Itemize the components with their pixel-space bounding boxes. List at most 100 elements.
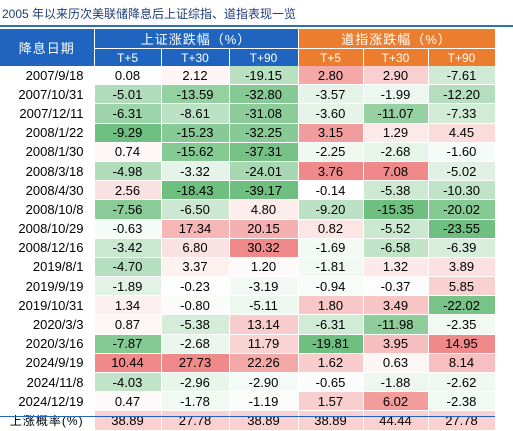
cell-dow-t90: 4.45 xyxy=(428,123,496,143)
row-date: 2024/9/19 xyxy=(0,353,95,374)
cell-sse-t5: -5.01 xyxy=(94,84,162,105)
table-row: 2024/12/19 0.47 -1.78 -1.19 1.57 6.02 -2.38 xyxy=(0,391,496,412)
cell-dow-t90: 3.89 xyxy=(428,257,496,278)
cell-dow-t5: 1.57 xyxy=(298,391,364,412)
cell-sse-t30: -0.80 xyxy=(161,295,230,316)
header-sse-t5: T+5 xyxy=(94,48,162,66)
cell-dow-t90: -12.20 xyxy=(428,84,496,105)
table-row: 2008/12/16 -3.42 6.80 30.32 -1.69 -6.58 -6.39 xyxy=(0,238,496,258)
table-row: 2007/9/18 0.08 2.12 -19.15 2.80 2.90 -7.61 xyxy=(0,66,496,86)
row-date: 2008/1/30 xyxy=(0,142,95,162)
table-row: 2008/1/22 -9.29 -15.23 -32.25 3.15 1.29 4.45 xyxy=(0,123,496,143)
cell-dow-t90: 5.85 xyxy=(428,276,496,297)
cell-sse-t5: -1.89 xyxy=(94,276,162,297)
cell-sse-t90: -1.19 xyxy=(229,391,299,412)
header-dow-t5: T+5 xyxy=(298,48,364,66)
cell-sse-t5: 2.56 xyxy=(94,180,162,201)
probability-dow-t30: 44.44 xyxy=(363,410,429,431)
header-dow-group: 道指涨跌幅（%） xyxy=(298,29,496,49)
cell-sse-t5: -3.42 xyxy=(94,238,162,258)
cell-dow-t90: -22.02 xyxy=(428,295,496,316)
cell-dow-t5: 1.80 xyxy=(298,295,364,316)
cell-sse-t30: 27.73 xyxy=(161,353,230,374)
cell-sse-t30: -15.23 xyxy=(161,123,230,143)
cell-sse-t90: 20.15 xyxy=(229,219,299,239)
cell-sse-t5: -0.63 xyxy=(94,219,162,239)
cell-dow-t5: -0.94 xyxy=(298,276,364,297)
cell-sse-t90: 4.80 xyxy=(229,199,299,220)
row-date: 2007/9/18 xyxy=(0,66,95,86)
cell-sse-t5: 0.74 xyxy=(94,142,162,162)
cell-dow-t5: -1.69 xyxy=(298,238,364,258)
row-date: 2007/12/11 xyxy=(0,103,95,124)
cell-sse-t90: -3.19 xyxy=(229,276,299,297)
table-title: 2005 年以来历次美联储降息后上证综指、道指表现一览 xyxy=(2,7,297,21)
probability-sse-t90: 38.89 xyxy=(229,410,299,431)
probability-dow-t5: 38.89 xyxy=(298,410,364,431)
cell-sse-t5: 0.87 xyxy=(94,314,162,335)
cell-dow-t90: -6.39 xyxy=(428,238,496,258)
cell-sse-t90: -31.08 xyxy=(229,103,299,124)
cell-sse-t30: -2.68 xyxy=(161,334,230,354)
probability-row: 上涨概率(%) 38.89 27.78 38.89 38.89 44.44 27.78 xyxy=(0,410,496,431)
cell-dow-t5: -2.25 xyxy=(298,142,364,162)
cell-dow-t30: -11.98 xyxy=(363,314,429,335)
cell-sse-t90: 11.79 xyxy=(229,334,299,354)
table-row: 2007/12/11 -6.31 -8.61 -31.08 -3.60 -11.07 -7.… xyxy=(0,103,496,124)
rate-cut-table: 降息日期 上证涨跌幅（%） 道指涨跌幅（%） T+5 T+30 T+90 T+5… xyxy=(0,29,496,431)
cell-dow-t30: -15.35 xyxy=(363,199,429,220)
cell-sse-t30: -0.23 xyxy=(161,276,230,297)
cell-sse-t30: -8.61 xyxy=(161,103,230,124)
cell-dow-t90: -2.38 xyxy=(428,391,496,412)
cell-sse-t5: 0.47 xyxy=(94,391,162,412)
cell-sse-t5: -4.98 xyxy=(94,161,162,182)
cell-dow-t30: 3.49 xyxy=(363,295,429,316)
cell-sse-t90: -19.15 xyxy=(229,66,299,86)
cell-dow-t5: 3.76 xyxy=(298,161,364,182)
table-row: 2019/8/1 -4.70 3.37 1.20 -1.81 1.32 3.89 xyxy=(0,257,496,278)
row-date: 2019/9/19 xyxy=(0,276,95,297)
cell-dow-t30: 1.32 xyxy=(363,257,429,278)
cell-sse-t5: -9.29 xyxy=(94,123,162,143)
cell-dow-t90: -23.55 xyxy=(428,219,496,239)
cell-sse-t90: -32.80 xyxy=(229,84,299,105)
header-sse-t30: T+30 xyxy=(161,48,230,66)
cell-dow-t5: -0.65 xyxy=(298,372,364,393)
cell-dow-t5: -3.57 xyxy=(298,84,364,105)
table-row: 2007/10/31 -5.01 -13.59 -32.80 -3.57 -1.99 -12… xyxy=(0,84,496,105)
cell-dow-t5: -0.14 xyxy=(298,180,364,201)
row-date: 2008/4/30 xyxy=(0,180,95,201)
cell-sse-t5: -4.70 xyxy=(94,257,162,278)
table-row: 2008/1/30 0.74 -15.62 -37.31 -2.25 -2.68 -1.60 xyxy=(0,142,496,162)
cell-dow-t30: -0.37 xyxy=(363,276,429,297)
cell-dow-t30: 1.29 xyxy=(363,123,429,143)
probability-dow-t90: 27.78 xyxy=(428,410,496,431)
cell-dow-t5: -3.60 xyxy=(298,103,364,124)
header-sse-t90: T+90 xyxy=(229,48,299,66)
cell-dow-t5: -1.81 xyxy=(298,257,364,278)
cell-sse-t90: 22.26 xyxy=(229,353,299,374)
cell-sse-t90: 30.32 xyxy=(229,238,299,258)
row-date: 2008/3/18 xyxy=(0,161,95,182)
row-date: 2008/10/29 xyxy=(0,219,95,239)
cell-dow-t90: 8.14 xyxy=(428,353,496,374)
table-body: 2007/9/18 0.08 2.12 -19.15 2.80 2.90 -7.61 2007… xyxy=(0,66,496,431)
table-row: 2019/9/19 -1.89 -0.23 -3.19 -0.94 -0.37 5.85 xyxy=(0,276,496,297)
cell-dow-t30: 0.63 xyxy=(363,353,429,374)
row-date: 2024/11/8 xyxy=(0,372,95,393)
table-row: 2008/3/18 -4.98 -3.32 -24.01 3.76 7.08 -5.02 xyxy=(0,161,496,182)
cell-sse-t90: 1.20 xyxy=(229,257,299,278)
row-date: 2020/3/3 xyxy=(0,314,95,335)
table-row: 2008/10/29 -0.63 17.34 20.15 0.82 -5.52 -23.55 xyxy=(0,219,496,239)
cell-dow-t90: -10.30 xyxy=(428,180,496,201)
cell-sse-t30: -1.78 xyxy=(161,391,230,412)
cell-dow-t90: -5.02 xyxy=(428,161,496,182)
probability-sse-t30: 27.78 xyxy=(161,410,230,431)
row-date: 2024/12/19 xyxy=(0,391,95,412)
cell-dow-t90: -7.33 xyxy=(428,103,496,124)
cell-sse-t90: -2.90 xyxy=(229,372,299,393)
cell-dow-t30: 7.08 xyxy=(363,161,429,182)
cell-sse-t30: -18.43 xyxy=(161,180,230,201)
cell-sse-t30: -6.50 xyxy=(161,199,230,220)
cell-dow-t5: -6.31 xyxy=(298,314,364,335)
